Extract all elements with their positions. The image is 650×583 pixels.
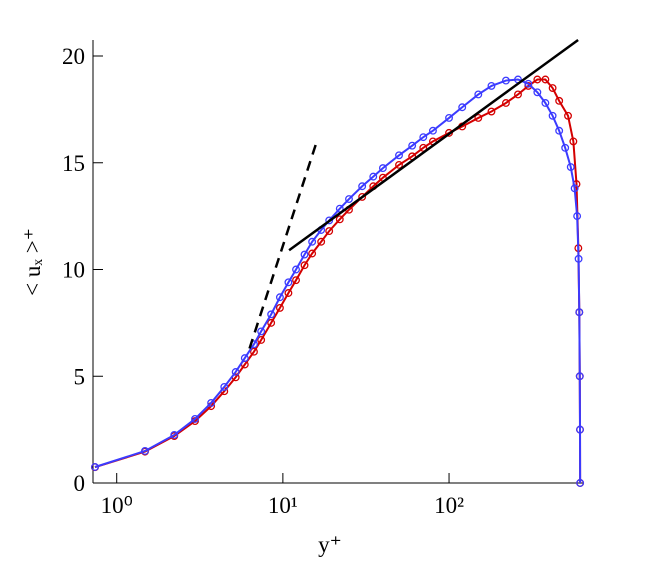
data-point (284, 289, 293, 297)
data-point (564, 111, 572, 120)
data-point (569, 137, 578, 146)
data-point (445, 113, 453, 122)
data-point (566, 163, 575, 171)
x-axis-label: y⁺ (318, 532, 342, 557)
data-point (541, 75, 550, 84)
data-point (358, 182, 367, 191)
data-point (325, 216, 334, 225)
data-point (458, 103, 467, 112)
data-point (408, 141, 417, 150)
data-point (428, 126, 437, 135)
data-point (369, 172, 378, 181)
data-point (524, 79, 533, 88)
data-point (487, 107, 496, 116)
data-point (300, 250, 309, 259)
data-point (575, 308, 584, 317)
y-tick-label: 15 (62, 151, 85, 176)
data-point (573, 212, 582, 221)
data-point (231, 368, 240, 376)
data-point (555, 96, 564, 105)
data-point (378, 164, 387, 173)
data-point (395, 151, 403, 160)
data-point (275, 293, 284, 302)
data-point (284, 278, 293, 287)
y-tick-label: 0 (74, 471, 86, 496)
data-point (91, 463, 99, 471)
data-point (267, 310, 276, 319)
data-point (474, 113, 483, 122)
data-point (533, 75, 542, 84)
data-point (191, 415, 199, 423)
data-point (501, 76, 510, 85)
data-point (335, 215, 344, 224)
data-point (358, 192, 367, 201)
series-line (288, 38, 579, 252)
y-tick-label: 5 (74, 364, 86, 389)
data-point (275, 303, 284, 312)
data-point (308, 249, 317, 258)
data-point (250, 347, 258, 356)
data-point (317, 237, 326, 246)
series-line (94, 78, 582, 484)
data-point (325, 227, 334, 236)
data-point (514, 90, 522, 99)
y-tick-label: 10 (62, 258, 85, 283)
x-tick-label: 10¹ (268, 493, 298, 518)
data-point (240, 354, 249, 363)
data-point (267, 318, 276, 327)
data-point (292, 276, 300, 285)
data-point (257, 336, 266, 344)
data-point (561, 143, 570, 152)
data-point (345, 195, 353, 204)
data-point (207, 398, 216, 407)
series-line (248, 141, 318, 349)
data-point (533, 88, 542, 97)
data-point (555, 126, 564, 135)
data-point (487, 81, 496, 90)
y-tick-label: 20 (62, 44, 85, 69)
x-tick-label: 10² (434, 493, 464, 518)
data-point (170, 431, 179, 439)
data-point (220, 382, 229, 391)
x-tick-label: 10⁰ (101, 493, 133, 518)
data-point (574, 254, 583, 263)
y-axis-label: < uₓ >⁺ (20, 228, 45, 296)
data-point (576, 425, 584, 434)
data-point (548, 111, 557, 120)
data-point (292, 265, 300, 274)
data-point (474, 90, 483, 99)
data-point (395, 160, 403, 169)
data-point (308, 237, 317, 246)
data-point (257, 327, 266, 336)
data-point (576, 479, 585, 487)
data-point (501, 99, 510, 107)
data-point (419, 133, 428, 142)
data-point (570, 184, 579, 193)
series-line (94, 78, 582, 484)
data-point (541, 99, 550, 107)
data-point (300, 261, 309, 270)
data-point (141, 447, 149, 455)
data-point (548, 84, 557, 92)
data-point (575, 372, 584, 381)
